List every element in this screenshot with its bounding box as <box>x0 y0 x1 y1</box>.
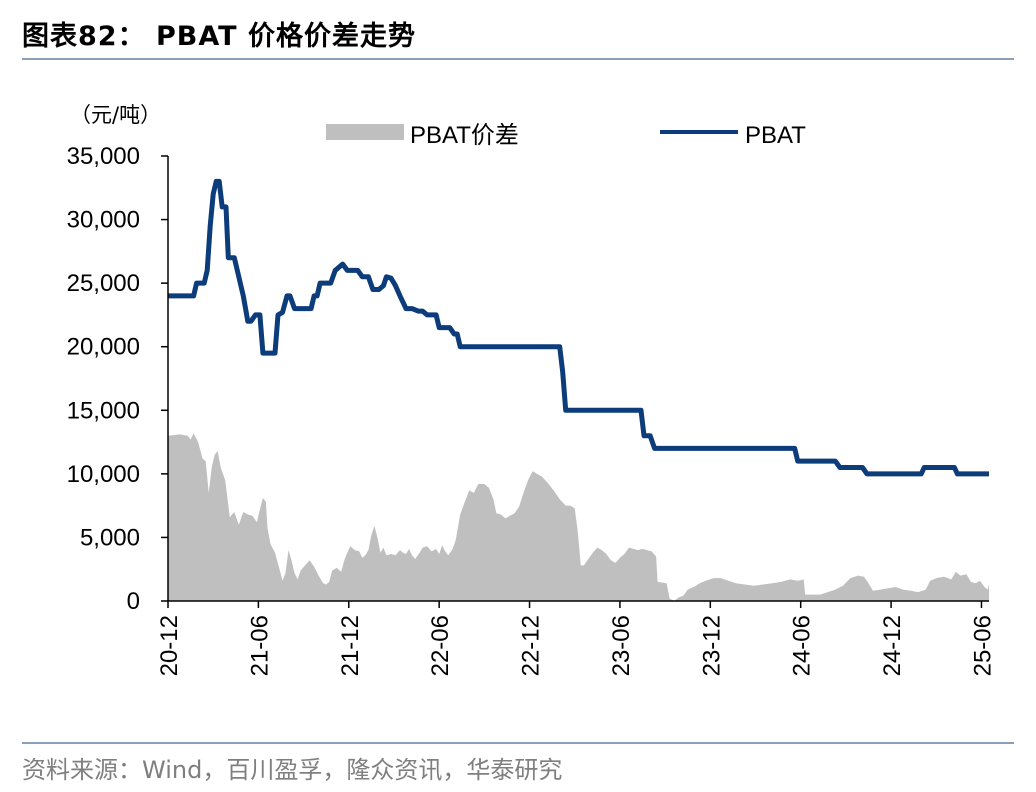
chart-axes: 0 5,000 10,000 15,000 20,000 25,000 30,000 35,0… <box>67 143 997 676</box>
source-note: 资料来源：Wind，百川盈孚，隆众资讯，华泰研究 <box>22 756 563 784</box>
y-tick-label: 30,000 <box>67 207 140 234</box>
y-tick-label: 10,000 <box>67 461 140 488</box>
legend-swatch-spread <box>326 124 404 140</box>
x-tick-label: 21-06 <box>246 615 273 676</box>
plot-area <box>168 178 989 601</box>
x-tick-label: 24-06 <box>789 615 816 676</box>
y-tick-label: 35,000 <box>67 143 140 170</box>
x-tick-label: 23-06 <box>608 615 635 676</box>
source-divider <box>22 742 1014 744</box>
y-tick-label: 0 <box>127 588 140 615</box>
y-axis-unit-label: （元/吨） <box>70 103 161 127</box>
x-tick-label: 23-12 <box>698 615 725 676</box>
spread-area-series <box>168 433 989 601</box>
pbat-line-series <box>168 178 989 477</box>
legend-label-pbat: PBAT <box>745 122 806 149</box>
chart-legend: PBAT价差 PBAT <box>326 122 806 149</box>
y-tick-label: 25,000 <box>67 270 140 297</box>
x-tick-label: 22-12 <box>518 615 545 676</box>
x-tick-label: 21-12 <box>337 615 364 676</box>
x-tick-label: 22-06 <box>427 615 454 676</box>
title-divider <box>22 58 1014 60</box>
figure-title: 图表82： PBAT 价格价差走势 <box>22 21 416 52</box>
y-tick-label: 20,000 <box>67 334 140 361</box>
x-tick-label: 20-12 <box>156 615 183 676</box>
x-tick-label: 25-06 <box>969 615 996 676</box>
x-tick-label: 24-12 <box>879 615 906 676</box>
y-tick-label: 5,000 <box>80 524 140 551</box>
legend-label-spread: PBAT价差 <box>410 122 519 149</box>
pbat-price-spread-chart: （元/吨） PBAT价差 PBAT 0 5,000 10,000 15,000 20,0… <box>67 103 997 676</box>
y-tick-label: 15,000 <box>67 397 140 424</box>
